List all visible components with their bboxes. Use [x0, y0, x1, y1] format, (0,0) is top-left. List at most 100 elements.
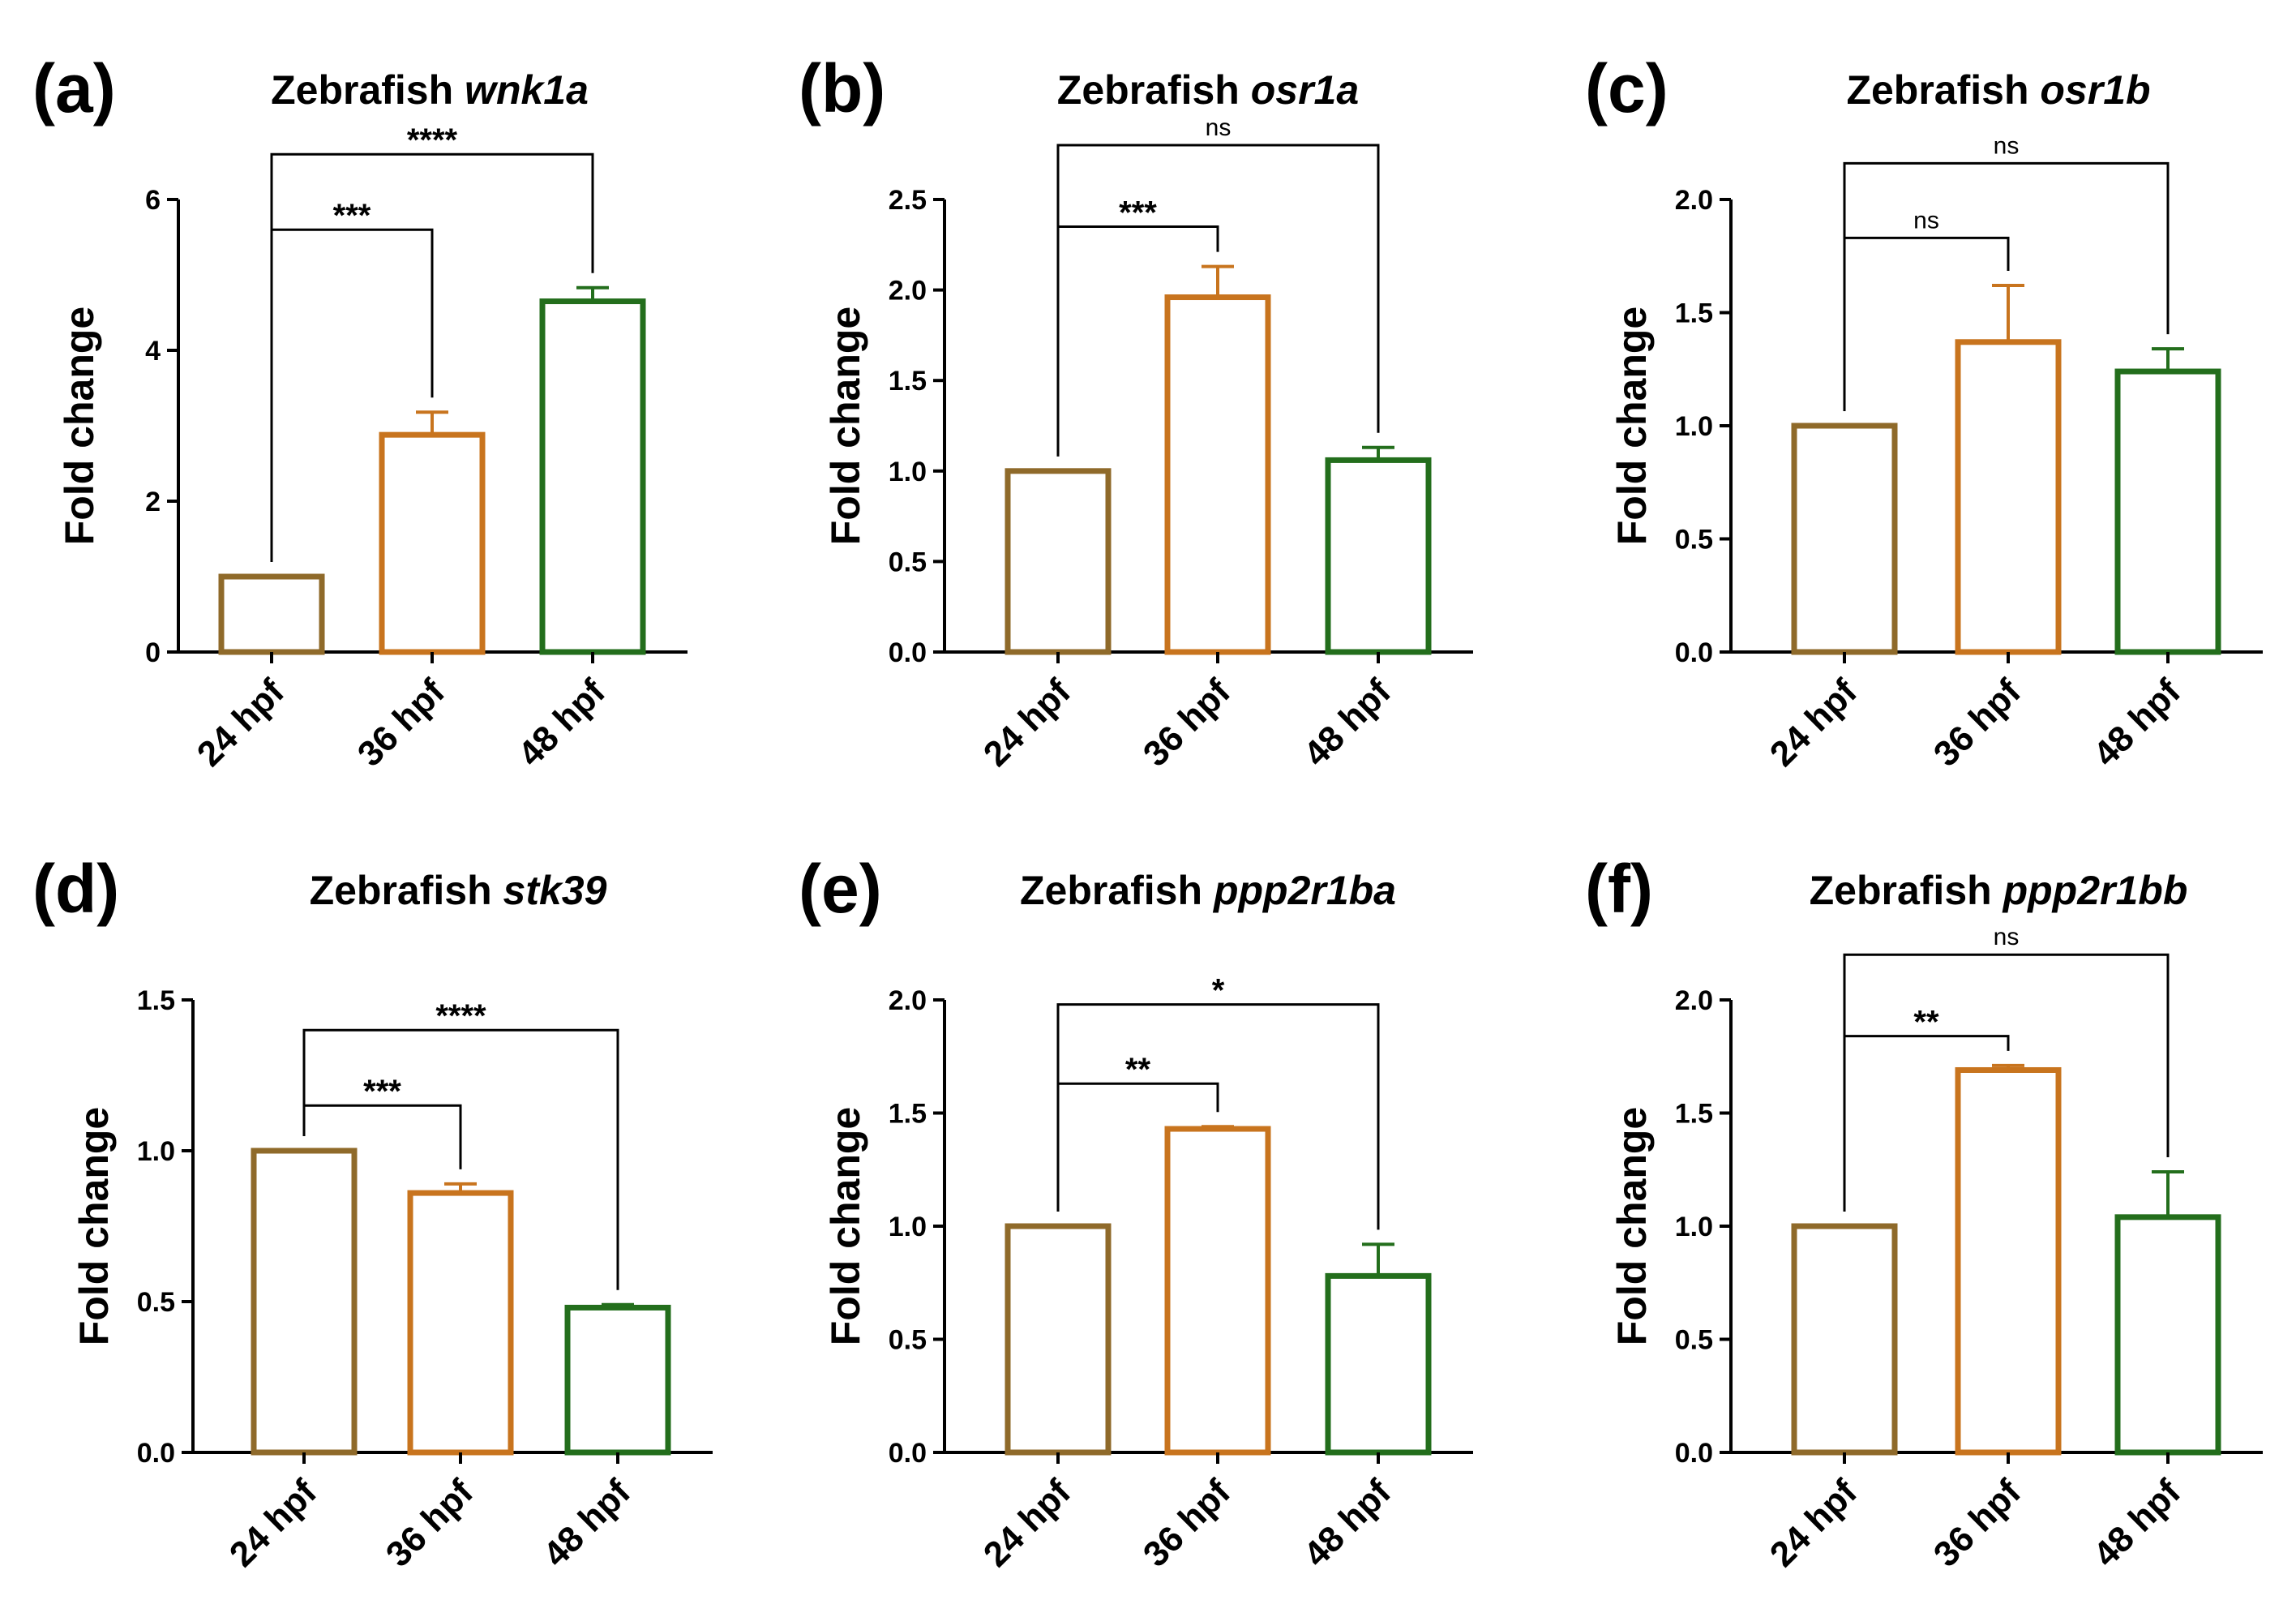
bar-24-hpf — [1004, 468, 1112, 655]
panel-title: Zebrafish stk39 — [310, 868, 607, 913]
significance-label: **** — [435, 998, 486, 1034]
y-tick-label: 1.0 — [889, 457, 927, 487]
title-prefix: Zebrafish — [1020, 868, 1214, 913]
panel-letter: (c) — [1585, 50, 1668, 127]
significance-bracket — [1843, 1035, 2010, 1212]
x-tick-label: 24 hpf — [976, 671, 1079, 774]
y-axis-label: Fold change — [57, 307, 102, 545]
bar-48-hpf — [539, 298, 646, 655]
x-tick-label: 24 hpf — [190, 671, 293, 774]
bar-48-hpf — [2114, 1214, 2221, 1456]
title-prefix: Zebrafish — [271, 67, 465, 113]
bar-36-hpf — [1164, 294, 1271, 655]
significance-bracket — [302, 1028, 619, 1290]
significance-label: *** — [363, 1074, 401, 1109]
x-tick-label: 36 hpf — [379, 1472, 482, 1575]
panel-title: Zebrafish osr1a — [1057, 67, 1359, 113]
y-tick-label: 0.0 — [1675, 1438, 1713, 1469]
significance-bracket — [1056, 1082, 1219, 1212]
title-gene: ppp2r1ba — [1212, 868, 1396, 913]
bar-36-hpf — [379, 431, 486, 655]
y-tick-label: 1.0 — [1675, 411, 1713, 442]
x-tick-label: 36 hpf — [350, 671, 453, 774]
significance-bracket — [1843, 236, 2010, 411]
y-tick-label: 1.0 — [889, 1212, 927, 1242]
bar-24-hpf — [1004, 1223, 1112, 1456]
bar-36-hpf — [1164, 1126, 1271, 1456]
significance-label: *** — [333, 198, 371, 234]
x-tick-label: 24 hpf — [222, 1472, 325, 1575]
title-prefix: Zebrafish — [1846, 67, 2040, 113]
y-tick-label: 1.5 — [1675, 1099, 1713, 1130]
significance-label: ** — [1125, 1052, 1151, 1087]
y-tick-label: 1.0 — [1675, 1212, 1713, 1242]
y-tick-label: 1.5 — [1675, 298, 1713, 329]
y-axis-label: Fold change — [1609, 307, 1655, 545]
bar-24-hpf — [218, 573, 325, 655]
x-tick-label: 24 hpf — [976, 1472, 1079, 1575]
panel-a: (a) Zebrafish wnk1a Fold change 0 2 4 6 24 hpf 3… — [32, 50, 688, 774]
x-tick-label: 48 hpf — [511, 671, 614, 774]
x-tick-label: 36 hpf — [1136, 1472, 1239, 1575]
y-tick-label: 0.5 — [889, 547, 927, 577]
bar-48-hpf — [564, 1304, 671, 1456]
title-prefix: Zebrafish — [310, 868, 503, 913]
y-tick-label: 2.0 — [889, 276, 927, 307]
significance-bracket — [270, 228, 434, 562]
y-tick-label: 0.0 — [137, 1438, 175, 1469]
x-tick-label: 36 hpf — [1926, 671, 2029, 774]
significance-bracket — [270, 152, 594, 562]
y-axis-label: Fold change — [71, 1107, 117, 1345]
x-tick-label: 48 hpf — [2086, 1472, 2189, 1575]
x-tick-label: 24 hpf — [1763, 671, 1866, 774]
bar-48-hpf — [1325, 457, 1432, 655]
panel-title: Zebrafish ppp2r1ba — [1020, 868, 1396, 913]
significance-bracket — [1056, 144, 1380, 457]
x-tick-label: 36 hpf — [1136, 671, 1239, 774]
significance-bracket — [1843, 161, 2170, 411]
y-tick-label: 4 — [145, 336, 161, 367]
panel-c: (c) Zebrafish osr1b Fold change 0.0 0.5 1.0 1.… — [1585, 50, 2263, 774]
bar-24-hpf — [1791, 1223, 1898, 1456]
significance-bracket — [1056, 1003, 1380, 1230]
y-tick-label: 0.5 — [137, 1287, 175, 1318]
panel-title: Zebrafish wnk1a — [271, 67, 589, 113]
significance-label: ns — [1206, 114, 1232, 141]
y-tick-label: 1.5 — [889, 1099, 927, 1130]
y-tick-label: 2.0 — [889, 985, 927, 1016]
x-tick-label: 48 hpf — [1296, 1472, 1399, 1575]
significance-label: ** — [1913, 1005, 1939, 1040]
panel-title: Zebrafish osr1b — [1846, 67, 2150, 113]
y-tick-label: 1.5 — [137, 985, 175, 1016]
significance-label: ns — [1994, 132, 2020, 159]
panel-d: (d) Zebrafish stk39 Fold change 0.0 0.5 1.0 1.… — [32, 851, 713, 1575]
y-axis-label: Fold change — [1609, 1107, 1655, 1345]
significance-bracket — [302, 1104, 462, 1169]
title-gene: stk39 — [503, 868, 607, 913]
bar-36-hpf — [1955, 1066, 2062, 1456]
x-tick-label: 48 hpf — [1296, 671, 1399, 774]
y-tick-label: 2.0 — [1675, 185, 1713, 216]
significance-label: ns — [1994, 924, 2020, 950]
y-tick-label: 0.0 — [889, 637, 927, 668]
panel-letter: (d) — [32, 851, 119, 927]
panel-b: (b) Zebrafish osr1a Fold change 0.0 0.5 1.0 1.… — [799, 50, 1473, 774]
y-tick-label: 1.0 — [137, 1136, 175, 1167]
panel-title: Zebrafish ppp2r1bb — [1810, 868, 2188, 913]
y-tick-label: 0.0 — [1675, 637, 1713, 668]
title-prefix: Zebrafish — [1057, 67, 1251, 113]
title-prefix: Zebrafish — [1810, 868, 2003, 913]
x-tick-label: 36 hpf — [1926, 1472, 2029, 1575]
panel-letter: (e) — [799, 851, 882, 927]
bar-48-hpf — [2114, 368, 2221, 655]
panel-e: (e) Zebrafish ppp2r1ba Fold change 0.0 0.5 1.… — [799, 851, 1473, 1575]
significance-label: *** — [1119, 195, 1157, 230]
y-tick-label: 6 — [145, 185, 161, 216]
title-gene: osr1a — [1251, 67, 1359, 113]
panel-letter: (f) — [1585, 851, 1653, 927]
y-tick-label: 0 — [145, 637, 161, 668]
y-tick-label: 2.0 — [1675, 985, 1713, 1016]
x-tick-label: 48 hpf — [536, 1472, 639, 1575]
y-tick-label: 0.5 — [1675, 525, 1713, 556]
